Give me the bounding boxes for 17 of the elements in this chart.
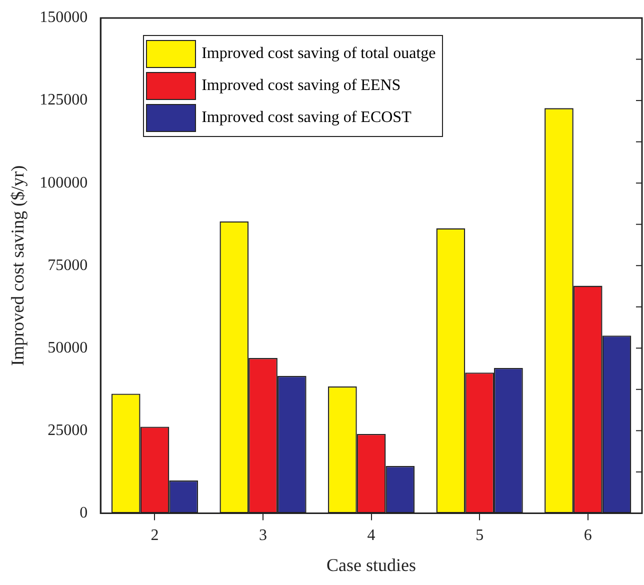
legend-label: Improved cost saving of ECOST [202,109,412,127]
y-tick-label: 0 [80,504,88,522]
x-tick-label: 5 [476,527,484,544]
legend-label: Improved cost saving of total ouatge [202,45,436,63]
y-axis-title: Improved cost saving ($/yr) [8,165,28,366]
x-tick-label: 4 [367,527,376,544]
x-tick-label: 6 [584,527,592,544]
y-tick-label: 150000 [40,9,88,26]
legend-label: Improved cost saving of EENS [202,77,401,95]
y-tick-label: 100000 [40,174,88,192]
x-axis-title: Case studies [326,554,416,575]
x-tick-label: 3 [259,527,268,544]
y-tick-label: 50000 [48,339,88,356]
y-tick-label: 25000 [48,422,88,439]
y-tick-label: 75000 [48,256,88,274]
y-tick-label: 125000 [40,92,88,109]
x-tick-label: 2 [150,527,159,544]
